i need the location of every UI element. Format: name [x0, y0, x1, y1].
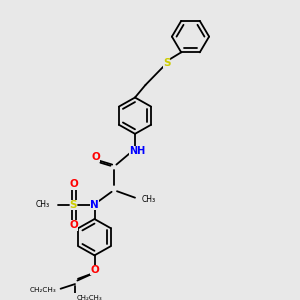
Text: N: N — [90, 200, 99, 210]
Text: S: S — [70, 200, 77, 210]
Text: O: O — [69, 220, 78, 230]
Text: O: O — [92, 152, 100, 162]
Text: S: S — [163, 58, 170, 68]
Text: O: O — [90, 265, 99, 275]
Text: O: O — [69, 179, 78, 190]
Text: CH₃: CH₃ — [142, 195, 156, 204]
Text: CH₂CH₃: CH₂CH₃ — [29, 287, 56, 293]
Text: NH: NH — [129, 146, 146, 156]
Text: CH₃: CH₃ — [35, 200, 50, 209]
Text: CH₂CH₃: CH₂CH₃ — [76, 295, 102, 300]
